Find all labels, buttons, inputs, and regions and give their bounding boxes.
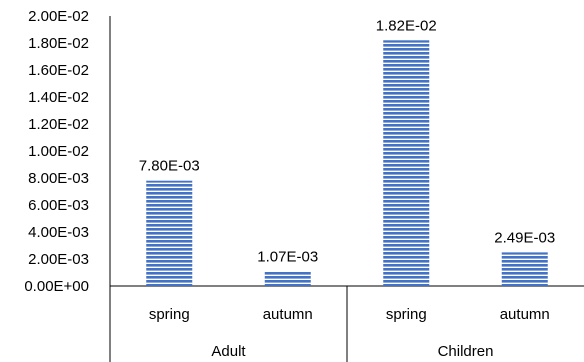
y-tick-label: 1.80E-02 xyxy=(28,35,89,52)
y-tick-label: 4.00E-03 xyxy=(28,224,89,241)
group-label: Adult xyxy=(211,343,246,360)
data-label: 2.49E-03 xyxy=(494,229,555,246)
data-label: 1.82E-02 xyxy=(376,17,437,34)
y-tick-label: 2.00E-03 xyxy=(28,251,89,268)
y-tick-label: 1.40E-02 xyxy=(28,89,89,106)
data-label: 1.07E-03 xyxy=(257,249,318,266)
group-labels: Adult Children xyxy=(211,343,493,360)
bar xyxy=(146,180,193,286)
bar xyxy=(383,40,430,286)
y-tick-label: 1.00E-02 xyxy=(28,143,89,160)
y-tick-label: 2.00E-02 xyxy=(28,8,89,25)
y-tick-label: 1.20E-02 xyxy=(28,116,89,133)
bar xyxy=(501,252,548,286)
y-axis-tick-labels: 0.00E+00 2.00E-03 4.00E-03 6.00E-03 8.00E-03… xyxy=(24,8,89,295)
data-labels: 7.80E-03 1.07E-03 1.82E-02 2.49E-03 xyxy=(139,17,555,265)
bars xyxy=(146,40,548,286)
y-tick-label: 1.60E-02 xyxy=(28,62,89,79)
y-tick-label: 0.00E+00 xyxy=(24,278,89,295)
y-tick-label: 8.00E-03 xyxy=(28,170,89,187)
category-label: spring xyxy=(386,306,427,323)
bar xyxy=(264,271,311,286)
group-label: Children xyxy=(438,343,494,360)
y-tick-label: 6.00E-03 xyxy=(28,197,89,214)
category-label: autumn xyxy=(500,306,550,323)
category-label: spring xyxy=(149,306,190,323)
category-labels: spring autumn spring autumn xyxy=(149,306,550,323)
category-label: autumn xyxy=(263,306,313,323)
data-label: 7.80E-03 xyxy=(139,158,200,175)
